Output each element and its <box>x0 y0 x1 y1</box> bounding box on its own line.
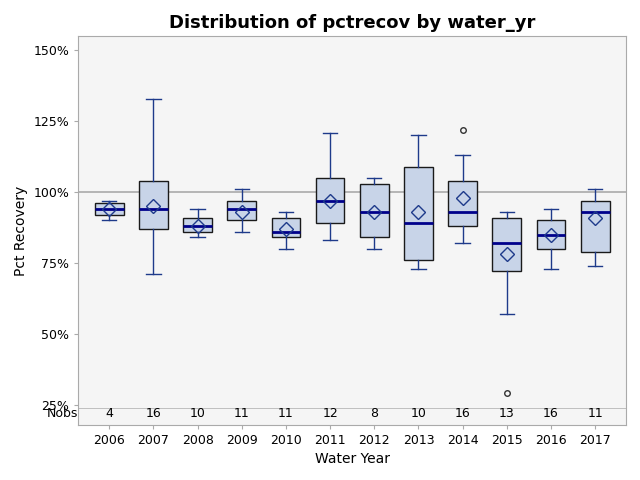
PathPatch shape <box>316 178 344 223</box>
PathPatch shape <box>404 167 433 260</box>
Text: Nobs: Nobs <box>47 407 78 420</box>
Text: 11: 11 <box>588 407 603 420</box>
PathPatch shape <box>95 204 124 215</box>
Text: 4: 4 <box>106 407 113 420</box>
Text: 12: 12 <box>323 407 338 420</box>
Text: 16: 16 <box>455 407 470 420</box>
PathPatch shape <box>581 201 609 252</box>
PathPatch shape <box>183 217 212 232</box>
Text: 10: 10 <box>189 407 205 420</box>
PathPatch shape <box>537 220 565 249</box>
PathPatch shape <box>227 201 256 220</box>
PathPatch shape <box>493 217 521 272</box>
Text: 16: 16 <box>145 407 161 420</box>
Y-axis label: Pct Recovery: Pct Recovery <box>14 185 28 276</box>
Text: 11: 11 <box>278 407 294 420</box>
X-axis label: Water Year: Water Year <box>315 452 390 466</box>
PathPatch shape <box>448 181 477 226</box>
Text: 13: 13 <box>499 407 515 420</box>
Text: 11: 11 <box>234 407 250 420</box>
PathPatch shape <box>360 184 388 238</box>
Text: 16: 16 <box>543 407 559 420</box>
Text: 8: 8 <box>371 407 378 420</box>
Title: Distribution of pctrecov by water_yr: Distribution of pctrecov by water_yr <box>169 14 536 32</box>
PathPatch shape <box>139 181 168 229</box>
PathPatch shape <box>271 217 300 238</box>
Text: 10: 10 <box>410 407 426 420</box>
